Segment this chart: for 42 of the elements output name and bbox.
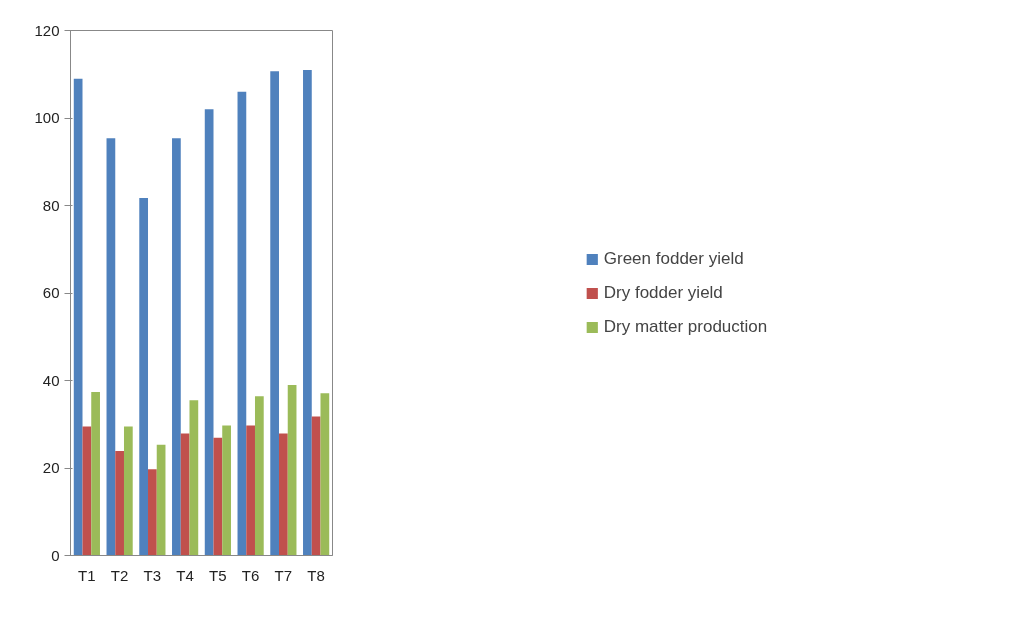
legend-label: Dry matter production [603, 316, 768, 337]
bar [189, 400, 199, 556]
legend-label: Green fodder yield [603, 248, 744, 269]
bar [320, 393, 330, 556]
bar [254, 396, 264, 556]
bar [91, 391, 100, 556]
bar [172, 138, 181, 556]
bar [287, 384, 297, 556]
bar [82, 426, 92, 556]
x-tick-label: T5 [209, 566, 227, 584]
bar [213, 437, 223, 556]
bar [311, 416, 321, 556]
bar [115, 450, 124, 556]
bar [156, 444, 166, 556]
y-tick-label: 40 [42, 371, 60, 389]
x-tick-label: T3 [143, 566, 162, 584]
bar [139, 198, 149, 556]
bar [106, 138, 116, 556]
x-tick-label: T7 [274, 566, 293, 584]
bar [279, 433, 288, 556]
bar [303, 69, 312, 556]
x-tick-label: T8 [307, 566, 325, 584]
bar [148, 469, 157, 556]
bar [270, 71, 280, 556]
legend-label: Dry fodder yield [603, 282, 723, 303]
y-tick-label: 120 [34, 21, 60, 39]
bar [204, 109, 214, 556]
bar [237, 91, 247, 556]
bar [222, 425, 231, 556]
y-tick-label: 80 [42, 196, 60, 214]
y-tick-label: 20 [42, 459, 60, 476]
x-tick-label: T6 [241, 566, 260, 584]
bar [246, 425, 255, 556]
bar [123, 426, 133, 556]
y-tick-label: 60 [42, 284, 60, 301]
y-tick-label: 100 [34, 109, 60, 126]
bar [73, 78, 83, 556]
x-tick-label: T4 [176, 566, 194, 584]
x-tick-label: T2 [110, 566, 129, 584]
bar [180, 433, 190, 556]
x-tick-label: T1 [78, 566, 96, 584]
y-tick-label: 0 [51, 546, 60, 564]
